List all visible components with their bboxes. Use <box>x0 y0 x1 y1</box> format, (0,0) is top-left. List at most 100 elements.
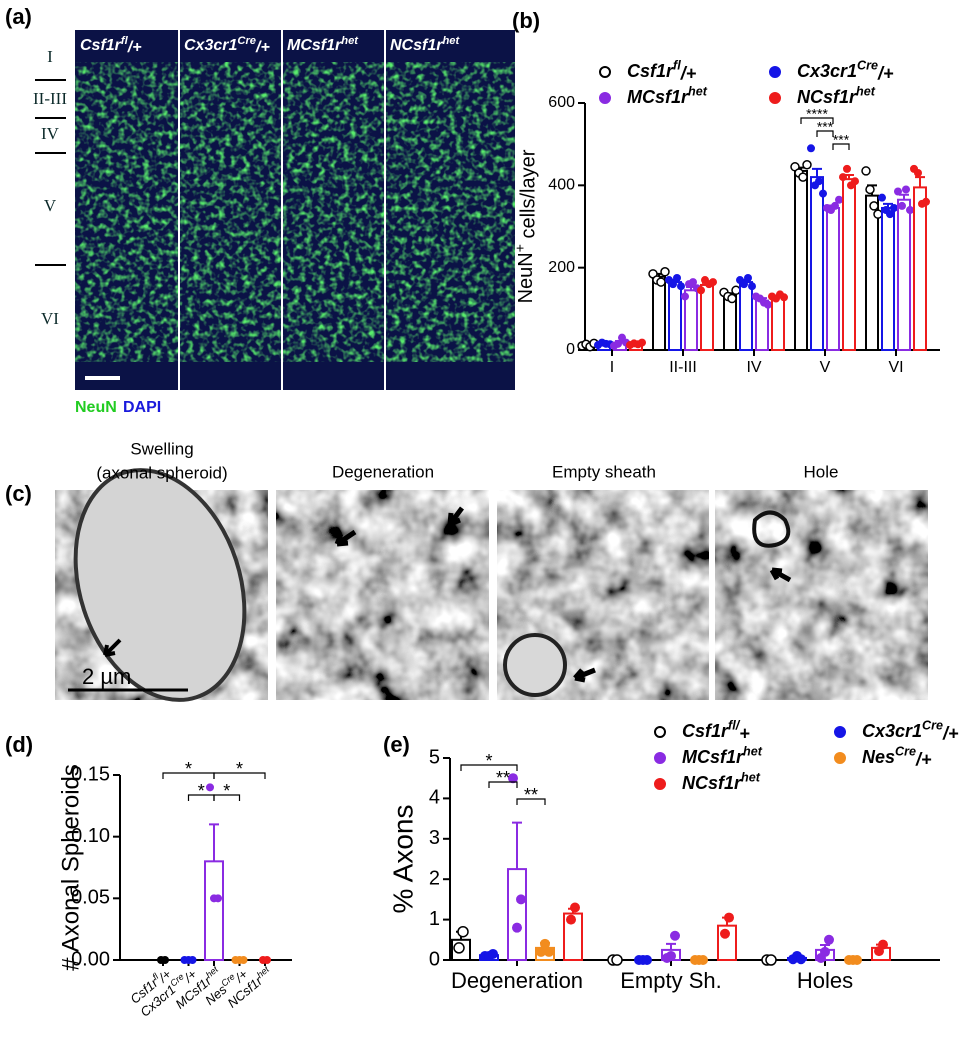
data-point <box>453 942 465 954</box>
data-point <box>239 956 248 964</box>
y-tick-label: 5 <box>429 746 440 768</box>
legend-label: NesCre/+ <box>862 745 932 770</box>
data-point <box>815 177 823 186</box>
bar <box>897 198 911 351</box>
panel-label: (c) <box>5 481 32 506</box>
data-point <box>922 197 930 206</box>
image-title: Hole <box>804 462 839 481</box>
y-tick-label: 4 <box>429 787 440 809</box>
data-point <box>744 273 752 282</box>
data-point <box>894 187 902 196</box>
bar <box>794 169 808 351</box>
data-point <box>765 954 777 966</box>
stain-label: NeuN <box>75 399 117 416</box>
legend-marker <box>769 66 781 78</box>
data-point <box>835 195 843 204</box>
text-part: Csf1r <box>80 37 122 54</box>
bar <box>204 860 224 961</box>
significance-label: ** <box>524 785 538 805</box>
data-point <box>720 928 730 939</box>
y-axis-label: # Axonal Spheroids <box>57 764 84 971</box>
significance-label: * <box>485 751 492 771</box>
image-title: (axonal spheroid) <box>96 463 227 482</box>
data-point <box>820 946 830 957</box>
significance-label: * <box>198 781 205 801</box>
y-axis-label: NeuN+ cells/layer <box>511 149 540 303</box>
text-part: fl/ <box>728 719 741 733</box>
data-point <box>831 201 839 210</box>
x-tick-label: NCsf1rhet <box>224 964 275 1011</box>
text-part: fl <box>151 971 162 982</box>
bar <box>739 281 753 352</box>
em-image <box>715 490 928 700</box>
data-point <box>780 293 788 302</box>
significance-label: *** <box>817 119 834 135</box>
panel-label: (b) <box>512 8 540 33</box>
text-part: het <box>856 85 876 99</box>
x-tick-label: VI <box>888 359 903 376</box>
data-point <box>566 914 576 925</box>
x-tick-label: Holes <box>797 968 853 993</box>
data-point <box>660 267 670 277</box>
image-title: Degeneration <box>332 462 434 481</box>
bar <box>881 206 895 351</box>
data-point <box>798 172 808 182</box>
column-label: Cx3cr1Cre/+ <box>184 35 270 56</box>
panel-label: (e) <box>383 732 410 757</box>
text-part: NCsf1r <box>682 773 742 793</box>
scale-label: 2 µm <box>82 664 131 689</box>
bar <box>507 868 527 961</box>
data-point <box>516 894 526 905</box>
bar <box>810 176 824 351</box>
column-label: Csf1rfl/+ <box>80 35 142 56</box>
y-tick-label: 400 <box>548 177 575 194</box>
column-label: NCsf1rhet <box>390 35 461 54</box>
data-point <box>638 338 646 347</box>
data-point <box>161 956 169 964</box>
data-point <box>724 912 734 923</box>
data-point <box>807 144 815 153</box>
y-tick-label: 0.05 <box>71 887 110 909</box>
legend-label: MCsf1rhet <box>627 85 708 107</box>
bar <box>652 275 666 351</box>
text-part: /+ <box>942 723 959 743</box>
text-part: Cx3cr1 <box>184 37 237 54</box>
data-point <box>878 193 886 202</box>
data-point <box>263 956 271 964</box>
error-bar <box>209 823 219 862</box>
arrow <box>103 638 122 657</box>
text-part: + <box>511 244 527 252</box>
data-point <box>698 955 708 965</box>
em-images <box>55 468 928 702</box>
data-point <box>188 956 197 964</box>
legend-marker <box>654 778 666 790</box>
data-point <box>740 280 748 289</box>
data-point <box>748 282 756 291</box>
text-part: cells/layer <box>518 149 540 244</box>
text-part: het <box>741 771 761 785</box>
text-part: Csf1r <box>627 61 674 81</box>
y-tick-label: 200 <box>548 259 575 276</box>
error-bar <box>915 176 925 188</box>
data-point <box>865 184 875 195</box>
x-tick-label: II-III <box>669 359 697 376</box>
data-point <box>666 950 676 961</box>
data-point <box>611 954 623 966</box>
text-part: Cre <box>895 745 916 759</box>
x-tick-label: I <box>610 359 614 376</box>
data-point <box>670 930 680 941</box>
data-point <box>544 946 554 957</box>
text-part: Cre <box>857 59 878 73</box>
y-tick-label: 2 <box>429 867 440 889</box>
bar <box>826 206 840 351</box>
bar <box>723 294 737 351</box>
x-tick-label: Empty Sh. <box>620 968 721 993</box>
error-bar <box>666 942 676 950</box>
data-point <box>898 201 906 210</box>
data-point <box>886 210 894 219</box>
text-part: Cre <box>237 35 256 47</box>
text-part: Nes <box>862 747 895 767</box>
y-tick-label: 0 <box>566 341 575 358</box>
bar <box>668 281 682 352</box>
